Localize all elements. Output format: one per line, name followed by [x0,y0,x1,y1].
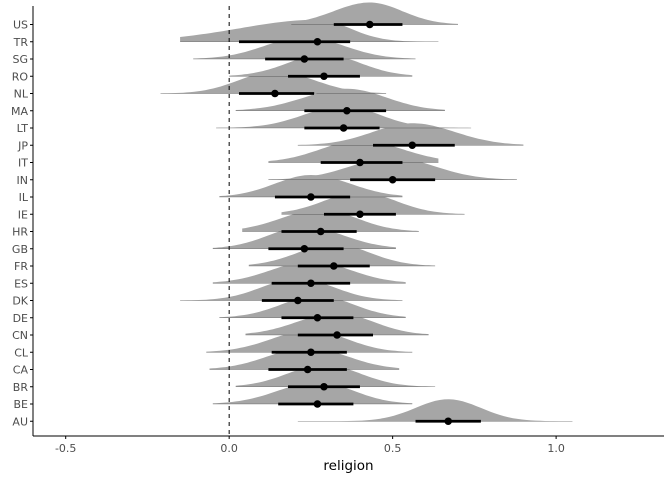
point-in [388,175,397,184]
density-au [297,399,573,422]
y-tick-label-fr: FR [14,260,28,273]
point-it [356,158,364,167]
density-es [212,261,406,284]
point-il [307,193,315,201]
point-gb [300,244,309,253]
point-ro [320,72,328,81]
point-us [365,20,374,29]
density-tr [180,19,439,42]
density-sg [193,37,416,59]
y-tick-label-ie: IE [18,208,28,221]
y-tick-layer: US TR SG RO NL MA LT JP IT IN IL IE HR GB FR ES DK DE CN CL… [11,19,33,428]
point-be [313,400,322,408]
density-lt [216,106,472,128]
density-nl [160,71,387,94]
y-tick-label-tr: TR [13,36,29,49]
point-cn [333,331,341,339]
x-tick-label-2: 0.5 [384,442,402,455]
point-jp [408,141,417,150]
density-it [268,140,439,163]
density-us [291,2,458,25]
x-tick-label-3: 1.0 [547,442,565,455]
point-es [307,279,315,288]
point-hr [316,227,325,236]
x-tick-label-1: 0.0 [220,442,238,455]
y-tick-label-lt: LT [17,122,29,135]
density-ie [281,192,465,215]
density-be [212,382,413,404]
density-ro [229,54,413,77]
y-tick-label-nl: NL [14,88,29,101]
y-tick-label-sg: SG [12,53,28,66]
density-hr [242,209,419,232]
y-tick-label-au: AU [12,415,28,428]
y-tick-label-gb: GB [12,243,28,256]
point-au [444,417,453,426]
density-dk [180,278,403,301]
y-tick-label-es: ES [14,277,28,290]
y-tick-label-ca: CA [13,364,29,377]
y-tick-label-be: BE [14,398,29,411]
point-de [313,313,322,322]
y-tick-label-jp: JP [17,139,28,152]
y-tick-label-in: IN [17,174,28,187]
x-tick-label-0: -0.5 [55,442,76,455]
point-tr [313,37,322,46]
y-tick-label-dk: DK [12,295,28,308]
point-br [320,382,328,391]
density-layer [160,2,573,422]
density-de [219,295,406,318]
density-gb [212,226,396,249]
y-tick-label-br: BR [13,381,29,394]
density-in [268,157,517,180]
density-il [219,175,403,197]
y-tick-label-ro: RO [12,70,29,83]
density-ma [235,88,445,111]
axes-layer [32,6,664,437]
density-jp [297,123,524,146]
point-sg [300,55,309,63]
y-tick-label-cl: CL [14,346,29,359]
density-cn [245,313,429,335]
point-ma [343,106,351,115]
y-tick-label-il: IL [19,191,29,204]
x-axis-title: religion [323,458,373,474]
point-fr [329,262,338,270]
y-tick-label-de: DE [13,312,28,325]
point-nl [271,89,279,98]
point-lt [339,124,348,132]
density-ca [209,347,400,370]
density-fr [248,244,436,266]
y-tick-label-it: IT [18,157,28,170]
point-ca [303,365,312,374]
y-tick-label-cn: CN [12,329,28,342]
point-ie [356,210,364,219]
point-cl [307,348,315,357]
y-tick-label-hr: HR [12,226,28,239]
density-cl [206,330,413,353]
interval-layer [160,20,573,426]
y-tick-label-ma: MA [11,105,28,118]
density-br [235,364,436,387]
point-dk [294,296,302,305]
x-tick-layer: -0.5 0.0 0.5 1.0 [55,436,565,455]
y-tick-label-us: US [13,19,28,32]
